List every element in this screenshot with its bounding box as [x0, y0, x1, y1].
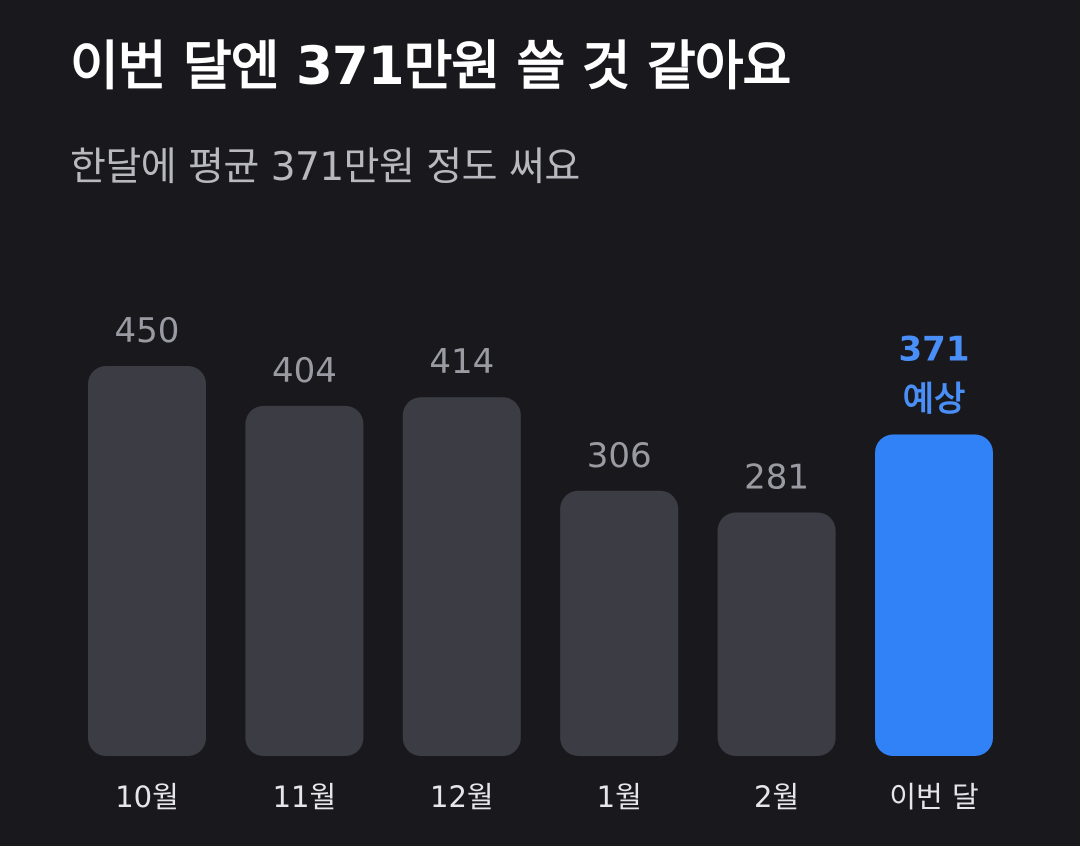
category-label: 2월 — [754, 780, 799, 814]
bar — [402, 397, 521, 756]
bar-value-label: 281 — [744, 458, 809, 498]
bar-value-label: 414 — [429, 342, 494, 382]
page-title: 이번 달엔 371만원 쓸 것 같아요 — [70, 36, 791, 97]
forecast-note-label: 예상 — [903, 380, 966, 420]
bar-value-label: 404 — [272, 351, 337, 391]
bar — [717, 512, 836, 756]
bar-value-label: 371 — [899, 330, 970, 370]
category-label: 1월 — [597, 780, 642, 814]
bar-value-label: 306 — [587, 436, 652, 476]
page-subtitle: 한달에 평균 371만원 정도 써요 — [70, 145, 580, 190]
category-label: 10월 — [115, 780, 179, 814]
category-label: 이번 달 — [889, 780, 978, 814]
category-label: 11월 — [273, 780, 337, 814]
bar-current-month — [875, 434, 993, 756]
bar — [88, 366, 206, 756]
bar — [245, 405, 364, 756]
bar-value-label: 450 — [115, 311, 180, 351]
bar — [560, 490, 679, 756]
category-label: 12월 — [430, 780, 494, 814]
